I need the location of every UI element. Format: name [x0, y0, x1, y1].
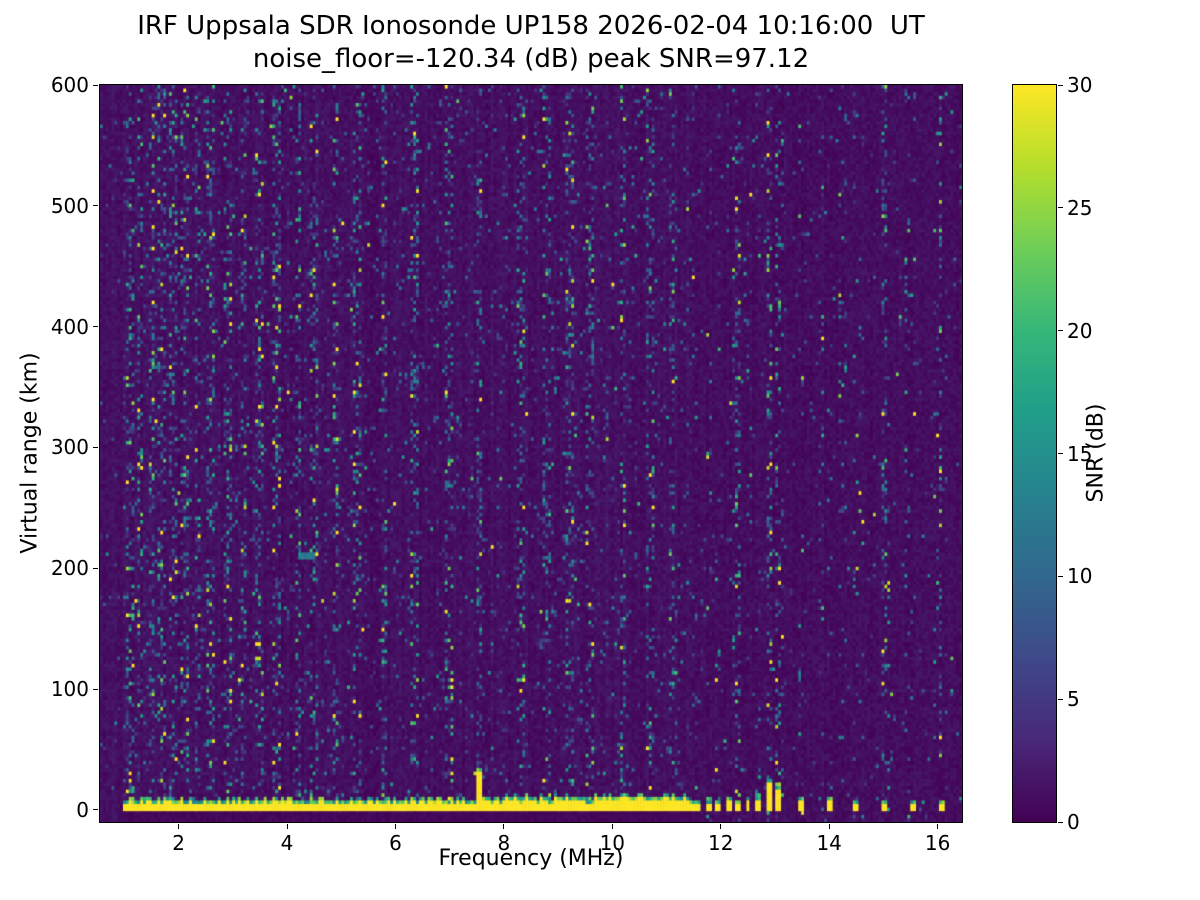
y-tick-label: 400 [50, 314, 89, 339]
y-tick-label: 0 [76, 797, 89, 822]
y-tick-mark [93, 84, 98, 86]
colorbar-tick-label: 25 [1067, 195, 1093, 220]
x-tick-label: 12 [708, 831, 734, 855]
x-tick-mark [611, 824, 613, 829]
y-tick-label: 600 [50, 73, 89, 97]
chart-title: IRF Uppsala SDR Ionosonde UP158 2026-02-… [137, 11, 925, 41]
x-tick-label: 14 [816, 831, 842, 855]
y-tick-label: 100 [50, 677, 89, 702]
colorbar-tick-mark [1058, 207, 1063, 209]
x-tick-mark [828, 824, 830, 829]
x-tick-label: 2 [172, 831, 185, 855]
x-tick-mark [720, 824, 722, 829]
y-tick-mark [93, 567, 98, 569]
colorbar-tick-mark [1058, 453, 1063, 454]
colorbar-gradient [1013, 85, 1056, 822]
ionogram-heatmap [100, 85, 962, 822]
x-tick-mark [178, 824, 180, 829]
colorbar-tick-label: 30 [1067, 73, 1093, 97]
chart-subtitle: noise_floor=-120.34 (dB) peak SNR=97.12 [252, 44, 810, 74]
x-tick-mark [937, 824, 939, 829]
colorbar-tick-label: 10 [1067, 564, 1093, 589]
y-tick-mark [93, 809, 98, 811]
x-tick-mark [286, 824, 288, 829]
x-tick-mark [394, 824, 396, 829]
x-axis-label: Frequency (MHz) [438, 846, 624, 871]
colorbar-tick-label: 0 [1067, 810, 1080, 834]
y-tick-label: 500 [50, 193, 89, 218]
y-tick-mark [93, 205, 98, 207]
y-tick-mark [93, 688, 98, 690]
colorbar-tick-label: 20 [1067, 318, 1093, 343]
colorbar-tick-mark [1058, 330, 1063, 332]
colorbar-tick-label: 15 [1067, 441, 1093, 466]
colorbar-tick-mark [1058, 821, 1063, 823]
colorbar [1012, 84, 1057, 823]
colorbar-tick-mark [1058, 575, 1063, 577]
x-tick-label: 8 [497, 831, 511, 855]
colorbar-tick-label: 5 [1067, 687, 1080, 712]
x-tick-label: 6 [389, 831, 402, 855]
colorbar-tick-mark [1058, 698, 1063, 700]
x-tick-label: 4 [280, 831, 294, 855]
x-tick-label: 10 [599, 831, 626, 855]
y-tick-mark [93, 326, 98, 328]
colorbar-label: SNR (dB) [1083, 403, 1109, 503]
y-axis-label: Virtual range (km) [17, 352, 43, 554]
y-tick-label: 300 [50, 435, 89, 460]
x-tick-label: 16 [924, 831, 951, 855]
y-tick-mark [93, 446, 98, 448]
plot-area [99, 84, 963, 823]
colorbar-tick-mark [1058, 84, 1063, 86]
x-tick-mark [503, 824, 505, 829]
y-tick-label: 200 [50, 556, 89, 581]
